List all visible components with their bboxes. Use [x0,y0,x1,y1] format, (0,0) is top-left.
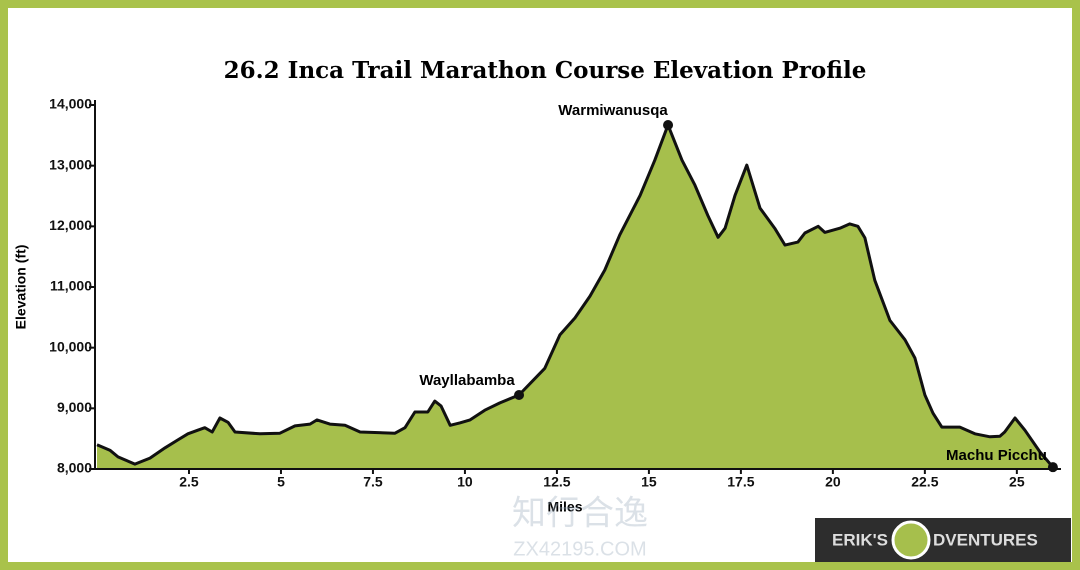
annotation-marker [514,389,525,400]
x-tick-label: 2.5 [179,474,199,490]
annotation-label: Warmiwanusqa [558,102,668,119]
x-tick-label: 17.5 [727,474,754,490]
chart-title: 26.2 Inca Trail Marathon Course Elevatio… [224,57,867,84]
x-tick-label: 10 [457,474,473,490]
y-tick-label: 9,000 [57,399,92,415]
y-tick-label: 13,000 [49,156,92,172]
x-tick-label: 22.5 [911,474,938,490]
logo-icon [891,520,931,560]
line [96,123,1055,469]
area [97,125,1053,469]
x-tick-label: 15 [641,474,657,490]
x-tick-label: 25 [1009,474,1025,490]
x-axis-label: Miles [547,499,582,515]
logo-text: DVENTURES [933,530,1038,549]
x-tick-label: 12.5 [543,474,570,490]
logo: ERIK'S DVENTURES [815,518,1071,562]
watermark-name: 知行合逸 [512,494,648,534]
y-tick-label: 14,000 [49,96,92,112]
logo-bg [815,518,1071,562]
watermark-url: ZX42195.COM [513,538,646,560]
annotation-marker [1047,462,1058,473]
x-tick-label: 7.5 [363,474,383,490]
annotation-label: Machu Picchu [946,447,1047,464]
x-tick-label: 5 [277,474,285,490]
y-tick-label: 11,000 [50,278,92,294]
annotation-label: Wayllabamba [419,372,515,389]
watermark: 知行合逸 ZX42195.COM [512,494,648,561]
y-tick-label: 8,000 [57,460,92,476]
y-axis-label: Elevation (ft) [13,245,29,330]
x-tick-label: 20 [825,474,841,490]
y-tick-label: 10,000 [49,338,92,354]
y-tick-label: 12,000 [49,217,92,233]
logo-text: ERIK'S [832,530,888,549]
annotation-marker [663,120,674,131]
